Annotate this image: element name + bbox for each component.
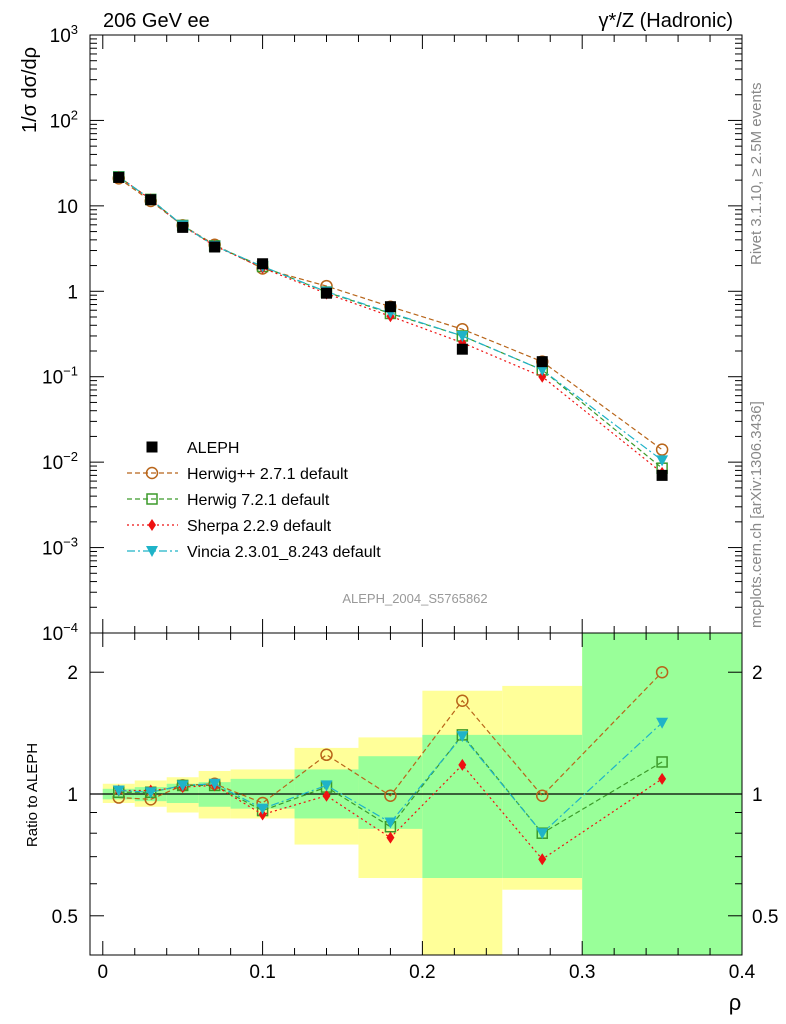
- legend-label-aleph: ALEPH: [187, 440, 239, 457]
- y-tick-label: 103: [50, 22, 78, 47]
- vincia-ratio-point: [536, 828, 549, 840]
- legend-label-herwig7: Herwig 7.2.1 default: [187, 492, 330, 509]
- herwigpp-ratio-line: [118, 671, 663, 804]
- analysis-label: ALEPH_2004_S5765862: [342, 591, 487, 606]
- mcplots-label: mcplots.cern.ch [arXiv:1306.3436]: [748, 401, 765, 628]
- aleph-point: [384, 301, 396, 313]
- vincia-point: [536, 364, 549, 376]
- sherpa-ratio-point: [386, 831, 395, 844]
- vincia-ratio-point: [656, 717, 669, 729]
- y-tick-label: 10: [57, 197, 78, 218]
- legend: ALEPH Herwig++ 2.7.1 default Herwig 7.2.1 …: [127, 440, 381, 561]
- aleph-point: [113, 171, 125, 183]
- legend-marker-herwigpp: [145, 466, 159, 480]
- aleph-point: [656, 469, 668, 481]
- herwigpp-ratio-point: [320, 748, 333, 762]
- y-tick-label: 10−3: [42, 535, 78, 560]
- aleph-point: [257, 258, 269, 270]
- vincia-point: [456, 330, 469, 342]
- vincia-ratio-point: [112, 785, 125, 797]
- y-tick-label: 10−1: [42, 364, 78, 389]
- x-tick-label: 0.3: [569, 962, 595, 983]
- legend-marker-sherpa: [148, 519, 156, 531]
- herwigpp-point: [655, 443, 669, 456]
- legend-label-vincia: Vincia 2.3.01_8.243 default: [187, 544, 381, 561]
- y-tick-label: 10−2: [42, 449, 78, 474]
- sherpa-point: [538, 370, 547, 383]
- header-left: 206 GeV ee: [103, 10, 210, 32]
- aleph-point: [145, 194, 157, 206]
- vincia-ratio-line: [118, 722, 663, 835]
- vincia-ratio-point: [320, 780, 333, 792]
- legend-label-sherpa: Sherpa 2.2.9 default: [187, 518, 332, 535]
- herwigpp-ratio-point: [655, 665, 669, 679]
- ratio-y-tick-label: 1: [67, 785, 78, 806]
- y-tick-label: 1: [67, 282, 78, 303]
- herwigpp-ratio-point: [535, 789, 549, 803]
- herwig7-ratio-point: [656, 756, 668, 768]
- sherpa-ratio-line: [118, 764, 663, 860]
- y-tick-label: 102: [50, 107, 78, 132]
- legend-marker-vincia: [146, 546, 158, 557]
- x-tick-label: 0.4: [729, 962, 756, 983]
- x-tick-label: 0.2: [409, 962, 435, 983]
- rivet-label: Rivet 3.1.10, ≥ 2.5M events: [748, 83, 765, 266]
- ratio-y-tick-label-right: 1: [752, 785, 763, 806]
- vincia-line: [118, 176, 663, 461]
- ratio-plot: 0.5 0.5 1 1 2 2 0 0.1 0.2 0.3 0.4: [52, 632, 778, 983]
- ratio-y-tick-label-right: 2: [752, 663, 763, 684]
- sherpa-ratio-point: [538, 853, 547, 866]
- vincia-ratio-point: [208, 778, 221, 790]
- vincia-point: [656, 455, 669, 467]
- sherpa-ratio-point: [322, 789, 331, 802]
- herwigpp-ratio-point: [456, 694, 469, 708]
- legend-marker-aleph: [146, 441, 158, 453]
- aleph-point: [177, 221, 189, 233]
- vincia-ratio-point: [384, 817, 397, 829]
- vincia-ratio-point: [256, 803, 269, 815]
- aleph-point: [456, 343, 468, 355]
- legend-marker-herwig7: [146, 493, 158, 505]
- ratio-y-tick-label-right: 0.5: [752, 907, 778, 928]
- y-tick-label: 10−4: [42, 620, 78, 645]
- vincia-ratio-point: [456, 731, 469, 743]
- ratio-y-tick-label: 2: [67, 663, 78, 684]
- vincia-ratio-point: [176, 780, 189, 792]
- ratio-xlabel: ρ: [729, 990, 742, 1015]
- x-tick-label: 0.1: [249, 962, 275, 983]
- uncertainty-band-inner: [422, 734, 503, 878]
- ratio-y-tick-label: 0.5: [52, 907, 78, 928]
- sherpa-ratio-point: [458, 758, 467, 771]
- sherpa-line: [118, 176, 663, 474]
- legend-label-herwigpp: Herwig++ 2.7.1 default: [187, 466, 349, 483]
- sherpa-ratio-point: [658, 772, 667, 785]
- herwig7-line: [118, 176, 663, 469]
- vincia-ratio-point: [144, 787, 157, 799]
- aleph-point: [536, 356, 548, 368]
- header-right: γ*/Z (Hadronic): [599, 10, 733, 32]
- main-plot: 10−4 10−3 10−2 10−1 1 10 102 103: [42, 22, 743, 645]
- ratio-ylabel: Ratio to ALEPH: [24, 743, 41, 847]
- x-tick-label: 0: [97, 962, 108, 983]
- aleph-point: [321, 287, 333, 299]
- herwigpp-ratio-point: [384, 789, 397, 803]
- main-ylabel: 1/σ dσ/dρ: [19, 47, 41, 133]
- aleph-point: [209, 241, 221, 253]
